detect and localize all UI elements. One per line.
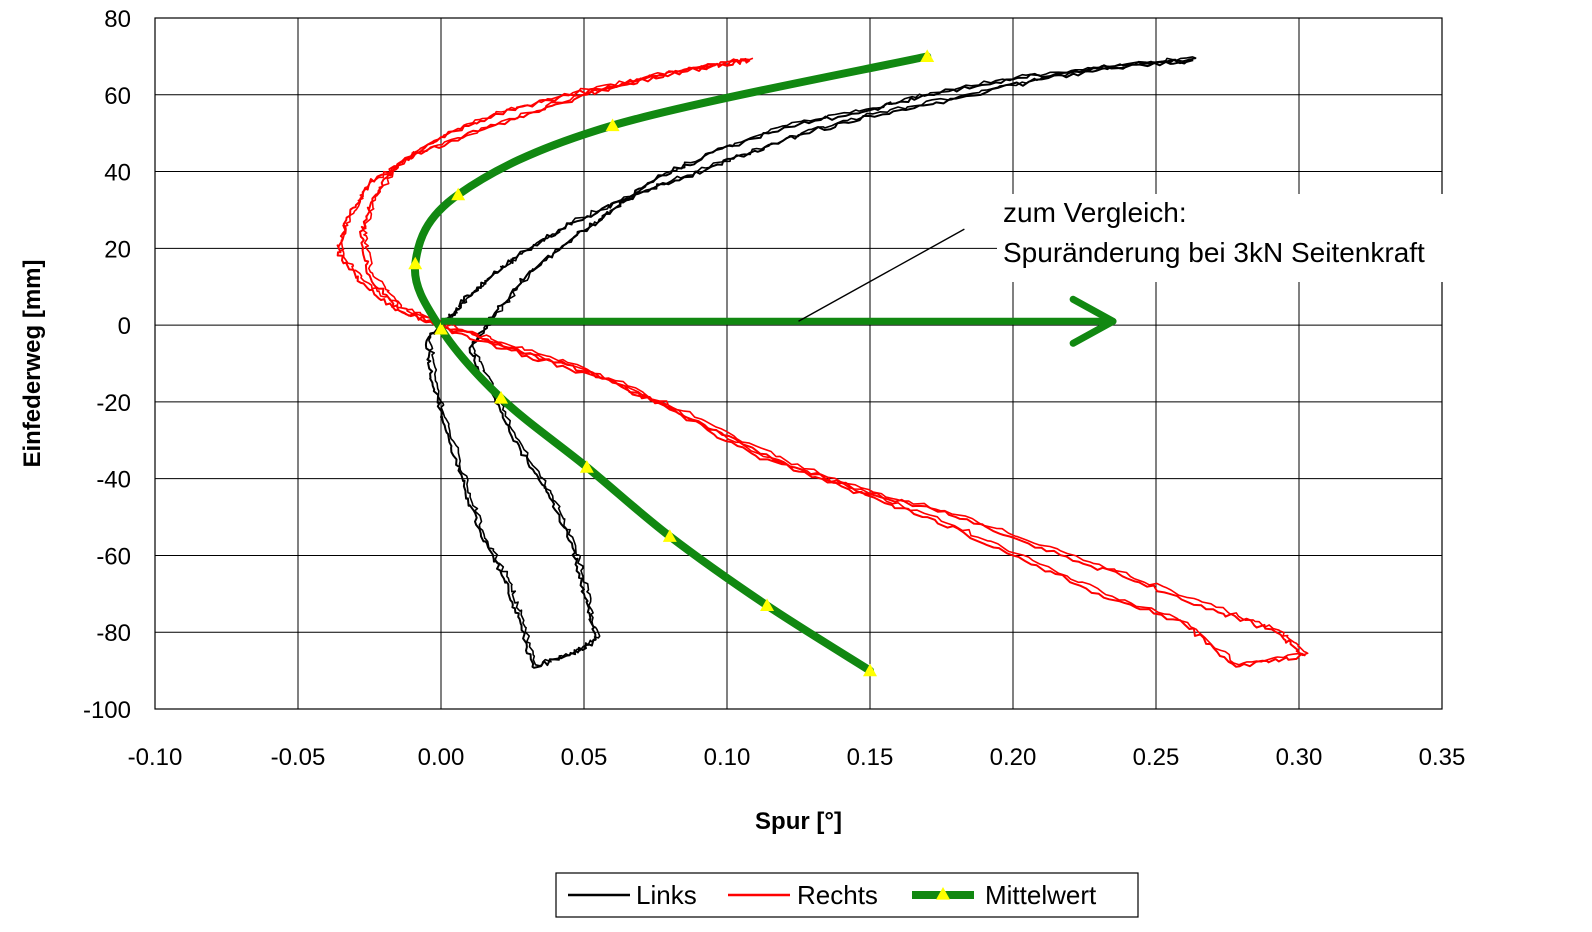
y-tick-label: -40 [96,467,131,494]
x-tick-label: 0.35 [1419,744,1466,771]
annotation-leader-line [798,228,965,322]
series-layer [336,49,1309,677]
data-point-marker [863,663,877,677]
data-point-marker [662,529,677,542]
x-tick-labels: -0.10 -0.05 0.00 0.05 0.10 0.15 0.20 0.25 0.30 0.… [128,744,1466,771]
annotation-text: zum Vergleich: [1003,197,1187,228]
legend: Links Rechts Mittelwert [555,872,1139,918]
x-tick-label: -0.05 [271,744,326,771]
series-links [424,56,1197,669]
data-point-marker [760,598,775,611]
series-line [410,52,932,675]
x-tick-label: 0.10 [704,744,751,771]
comparison-arrowhead [1069,295,1117,347]
legend-label: Links [636,880,697,910]
y-axis-title: Einfederweg [mm] [19,259,46,467]
y-tick-label: -20 [96,390,131,417]
y-tick-label: 0 [118,313,131,340]
series-line [428,56,1197,667]
x-axis-title: Spur [°] [755,808,842,835]
annotation: zum Vergleich: Spuränderung bei 3kN Seite… [441,194,1557,347]
y-tick-label: -80 [96,620,131,647]
data-point-marker [451,187,466,201]
legend-item-links: Links [568,880,697,910]
legend-marker [936,887,950,900]
x-tick-label: 0.15 [847,744,894,771]
series-rechts [336,57,1309,668]
legend-item-mittelwert: Mittelwert [912,880,1097,910]
y-tick-label: 20 [104,236,131,263]
y-tick-labels: 80 60 40 20 0 -20 -40 -60 -80 -100 [83,6,131,724]
x-tick-label: 0.00 [418,744,465,771]
x-tick-label: -0.10 [128,744,183,771]
legend-box [555,872,1139,918]
legend-label: Mittelwert [985,880,1097,910]
series-mittelwert [408,49,935,677]
series-line [340,57,1309,666]
annotation-background [997,194,1557,282]
annotation-text: Spuränderung bei 3kN Seitenkraft [1003,237,1425,268]
data-point-marker [408,256,423,270]
y-tick-label: 80 [104,6,131,33]
data-point-marker [605,118,620,132]
data-point-marker [920,49,935,62]
series-line [336,58,1306,668]
x-tick-label: 0.30 [1276,744,1323,771]
x-tick-label: 0.20 [990,744,1037,771]
x-tick-label: 0.05 [561,744,608,771]
y-tick-label: -100 [83,697,131,724]
data-point-marker [494,391,509,404]
y-tick-label: 60 [104,83,131,110]
x-tick-label: 0.25 [1133,744,1180,771]
plot-frame [154,17,1443,710]
y-tick-label: 40 [104,160,131,187]
legend-label: Rechts [797,880,878,910]
y-tick-label: -60 [96,543,131,570]
legend-item-rechts: Rechts [728,880,878,910]
data-point-marker [579,460,594,473]
data-point-marker [434,321,448,335]
